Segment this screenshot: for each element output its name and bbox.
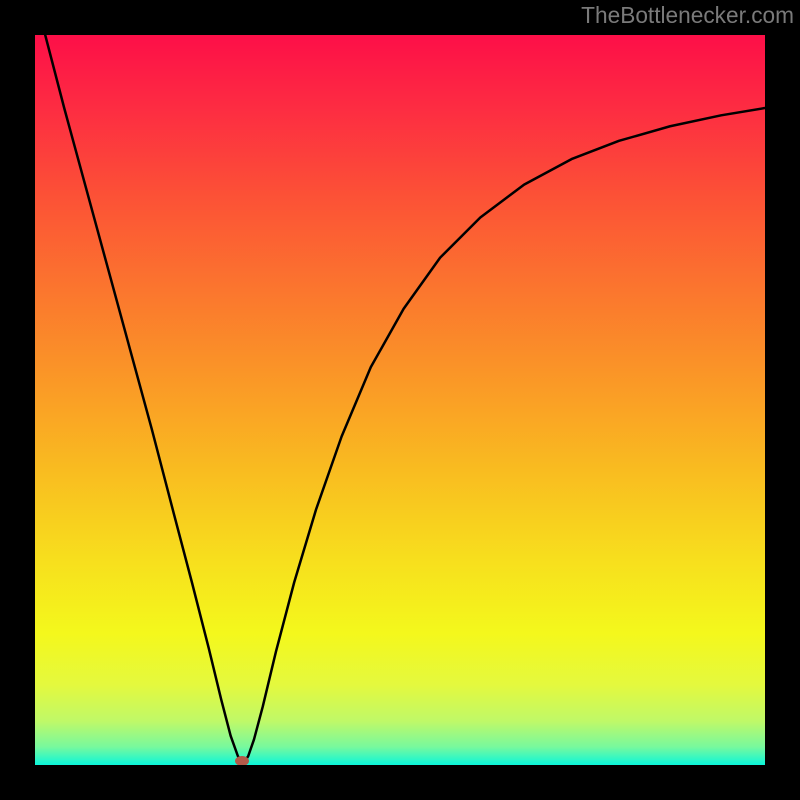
chart-stage: TheBottlenecker.com bbox=[0, 0, 800, 800]
plot-area bbox=[35, 35, 765, 765]
bottleneck-curve bbox=[35, 35, 765, 765]
watermark-label: TheBottlenecker.com bbox=[581, 2, 794, 29]
optimum-marker bbox=[235, 756, 249, 765]
